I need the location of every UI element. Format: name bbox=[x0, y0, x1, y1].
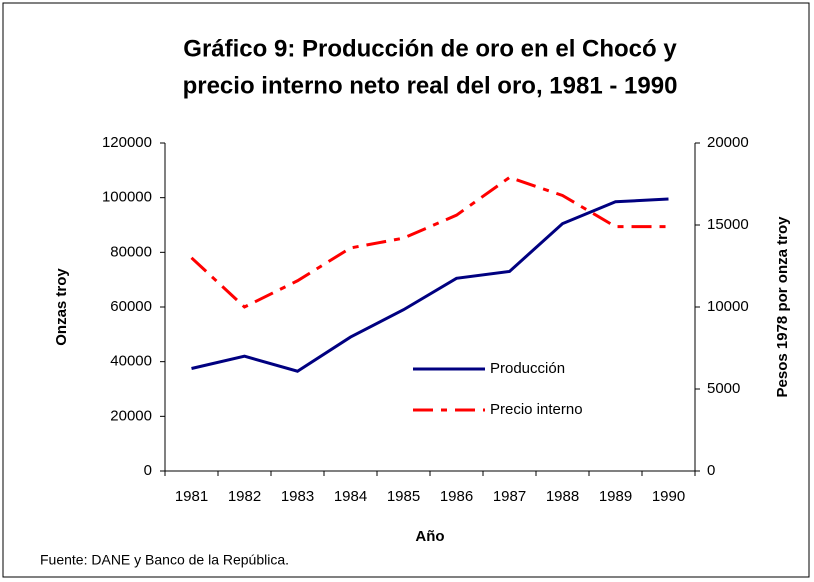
x-tick-label: 1985 bbox=[387, 488, 420, 505]
legend-label: Producción bbox=[490, 360, 565, 377]
y-axis-title: Onzas troy bbox=[53, 268, 70, 346]
x-tick-label: 1981 bbox=[175, 488, 208, 505]
x-axis-title: Año bbox=[415, 528, 444, 545]
x-tick-label: 1990 bbox=[652, 488, 685, 505]
x-tick-label: 1987 bbox=[493, 488, 526, 505]
x-tick-label: 1984 bbox=[334, 488, 367, 505]
chart-title: Gráfico 9: Producción de oro en el Chocó… bbox=[183, 35, 677, 62]
y-tick-label: 40000 bbox=[110, 353, 152, 370]
source-note: Fuente: DANE y Banco de la República. bbox=[40, 552, 289, 568]
x-tick-label: 1983 bbox=[281, 488, 314, 505]
y-tick-label: 20000 bbox=[110, 407, 152, 424]
y2-tick-label: 0 bbox=[707, 462, 715, 479]
y2-tick-label: 20000 bbox=[707, 134, 749, 151]
chart-title: precio interno neto real del oro, 1981 -… bbox=[183, 72, 678, 99]
legend-label: Precio interno bbox=[490, 401, 583, 418]
y-tick-label: 120000 bbox=[102, 134, 152, 151]
y2-tick-label: 15000 bbox=[707, 216, 749, 233]
y2-tick-label: 10000 bbox=[707, 298, 749, 315]
y-tick-label: 0 bbox=[144, 462, 152, 479]
y-tick-label: 100000 bbox=[102, 189, 152, 206]
y-tick-label: 60000 bbox=[110, 298, 152, 315]
x-tick-label: 1988 bbox=[546, 488, 579, 505]
x-tick-label: 1982 bbox=[228, 488, 261, 505]
data-line bbox=[191, 197, 669, 373]
y2-tick-label: 5000 bbox=[707, 380, 740, 397]
x-tick-label: 1989 bbox=[599, 488, 632, 505]
x-tick-label: 1986 bbox=[440, 488, 473, 505]
data-line bbox=[190, 175, 669, 309]
y-tick-label: 80000 bbox=[110, 243, 152, 260]
y2-axis-title: Pesos 1978 por onza troy bbox=[774, 216, 791, 398]
